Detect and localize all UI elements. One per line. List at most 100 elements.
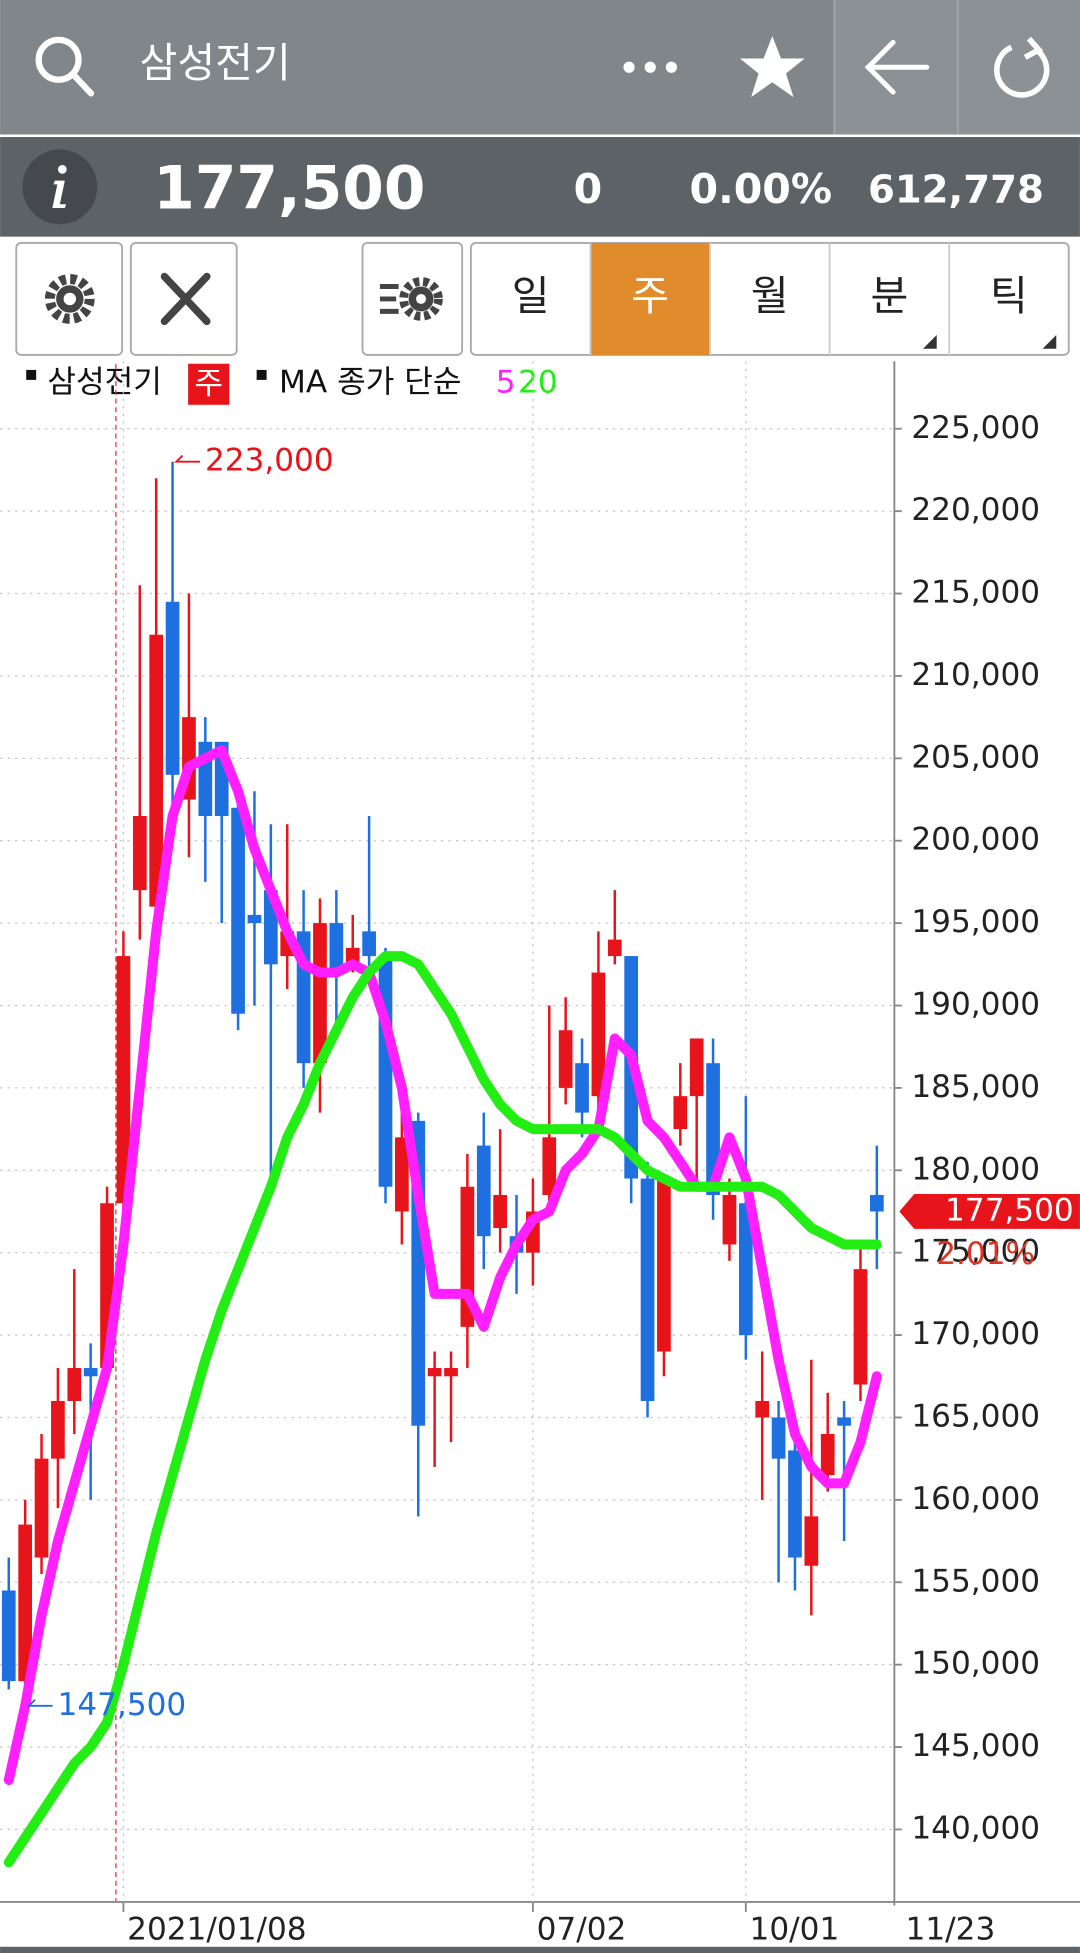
y-tick-label: 225,000 (911, 410, 1040, 446)
stock-title[interactable]: 삼성전기 (140, 39, 291, 87)
period-tab[interactable]: 월 (751, 272, 789, 320)
candle-body (67, 1368, 82, 1401)
y-tick-label: 215,000 (911, 575, 1040, 611)
candle-body (853, 1269, 868, 1385)
candle-body (640, 1178, 655, 1401)
x-tick-label: 07/02 (537, 1912, 627, 1948)
x-tick-label: 2021/01/08 (127, 1912, 306, 1948)
y-tick-label: 160,000 (911, 1481, 1040, 1517)
candle-body (591, 972, 606, 1097)
candle-body (788, 1450, 802, 1558)
y-tick-label: 165,000 (911, 1398, 1040, 1434)
period-badge-text: 주 (194, 366, 223, 402)
ma-line (3, 951, 882, 1868)
candle-body (34, 1458, 49, 1558)
y-tick-label: 210,000 (911, 657, 1040, 693)
annotation-label: 147,500 (58, 1687, 187, 1723)
candle-body (673, 1096, 688, 1130)
y-tick-label: 150,000 (911, 1646, 1040, 1682)
candle-body (607, 939, 622, 957)
y-tick-label: 175,000 (911, 1234, 1040, 1270)
legend-marker (26, 369, 37, 380)
candle-body (165, 601, 180, 775)
y-tick-label: 220,000 (911, 492, 1040, 528)
bottom-edge (0, 1946, 1080, 1953)
info-icon (52, 165, 67, 209)
candle-body (149, 634, 164, 907)
period-tab[interactable]: 주 (631, 272, 669, 320)
candle-body (231, 807, 245, 1014)
annotation-arrow (174, 454, 200, 463)
legend-symbol: 삼성전기 (47, 365, 162, 401)
x-tick-label: 10/01 (750, 1912, 840, 1948)
candle-body (345, 947, 360, 965)
y-tick-label: 185,000 (911, 1069, 1040, 1105)
annotation-label: 223,000 (205, 443, 334, 479)
period-badge (188, 363, 230, 405)
candle-body (132, 816, 147, 891)
price: 177,500 (153, 154, 425, 223)
candle-body (329, 923, 344, 973)
candle-body (804, 1516, 819, 1566)
change: 0 (574, 165, 603, 213)
candle-body (493, 1195, 507, 1228)
y-tick-label: 195,000 (911, 904, 1040, 940)
candle-body (313, 923, 327, 1064)
annotation-arrow (26, 1698, 53, 1707)
y-tick-label: 200,000 (911, 822, 1040, 858)
candle-body (575, 1063, 589, 1113)
period-tab[interactable]: 틱 (990, 272, 1028, 320)
candle-body (837, 1417, 851, 1426)
refresh-icon[interactable] (994, 36, 1050, 98)
candle-body (820, 1433, 835, 1476)
candle-body (247, 914, 262, 924)
y-tick-label: 205,000 (911, 739, 1040, 775)
y-tick-label: 140,000 (911, 1810, 1040, 1846)
star-icon[interactable] (739, 36, 805, 98)
dropdown-marker (1042, 335, 1057, 349)
last-change-label: 2.01% (936, 1236, 1035, 1272)
search-icon[interactable] (35, 36, 95, 97)
legend-series-name: 5 (496, 365, 516, 401)
candle-body (83, 1368, 98, 1377)
candle-body (1, 1590, 16, 1682)
y-tick-label: 145,000 (911, 1728, 1040, 1764)
y-tick-label: 155,000 (911, 1563, 1040, 1599)
back-icon[interactable] (864, 39, 930, 95)
legend-ma-label: MA 종가 단순 (279, 365, 461, 401)
indicator-settings-button[interactable] (361, 241, 464, 356)
legend-series: 5 20 (496, 365, 558, 401)
period-tab[interactable]: 일 (512, 272, 550, 320)
candle-body (870, 1195, 884, 1212)
candle-body (51, 1400, 65, 1459)
period-tab[interactable]: 분 (870, 272, 908, 320)
candle-body (755, 1400, 770, 1418)
x-tick-label: 11/23 (906, 1912, 996, 1948)
candle-body (18, 1524, 33, 1682)
tab-selected (590, 242, 711, 355)
y-tick-label: 170,000 (911, 1316, 1040, 1352)
candle-body (444, 1368, 458, 1377)
quote-bar (0, 137, 1080, 237)
candle-body (427, 1368, 442, 1377)
candle-body (362, 931, 376, 957)
candle-body (689, 1038, 704, 1097)
change-rate: 0.00% (690, 165, 833, 213)
ma-line (3, 745, 882, 1785)
last-price-badge (899, 1194, 1080, 1229)
legend-series-name: 20 (518, 365, 558, 401)
dropdown-marker (923, 335, 937, 349)
candle-body (378, 956, 393, 1187)
candle-body (771, 1417, 786, 1459)
candle-body (116, 956, 131, 1204)
candle-body (558, 1030, 573, 1088)
candle-body (476, 1145, 491, 1237)
y-tick-label: 190,000 (911, 987, 1040, 1023)
tools-button[interactable] (129, 241, 238, 356)
last-price-label: 177,500 (945, 1192, 1074, 1228)
settings-button[interactable] (15, 241, 124, 356)
more-icon[interactable] (623, 61, 678, 73)
